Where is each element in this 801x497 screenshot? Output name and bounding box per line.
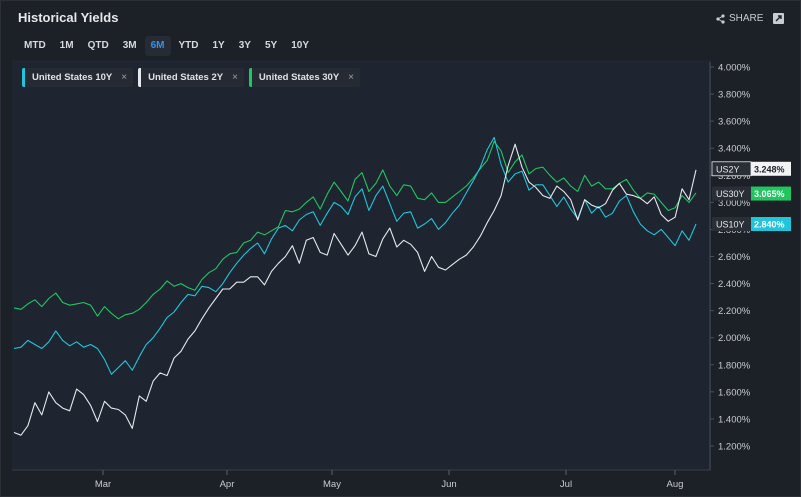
x-tick-label: Jul [560,479,572,490]
series-last-value: 2.840% [754,220,785,230]
legend-color-swatch [248,68,252,87]
y-tick-label: 2.600% [718,252,751,263]
y-tick-label: 4.000% [718,63,751,74]
range-button-mtd[interactable]: MTD [24,40,46,51]
last-value-label-us2y: US2Y 3.248% [711,161,791,177]
legend-chips: United States 10Y × United States 2Y × Unite… [22,68,360,87]
range-button-3y[interactable]: 3Y [238,40,251,51]
range-selector: MTD 1M QTD 3M 6M YTD 1Y 3Y 5Y 10Y [18,36,315,56]
series-line-us30y [13,140,697,320]
legend-label: United States 10Y [32,72,113,83]
series-code: US30Y [716,189,745,199]
y-tick-label: 3.400% [718,144,751,155]
widget-title: Historical Yields [18,10,119,25]
last-value-label-us30y: US30Y 3.065% [712,186,791,201]
y-tick-label: 1.400% [718,414,751,425]
legend-color-swatch [138,68,142,87]
y-tick-label: 2.400% [718,279,751,290]
y-tick-label: 3.200% [718,171,751,182]
last-value-label-us10y: US10Y 2.840% [712,217,791,232]
legend-chip[interactable]: United States 30Y × [248,68,360,87]
share-button[interactable]: SHARE [716,13,763,24]
expand-icon[interactable] [773,13,784,24]
series-line-us10y [13,136,697,375]
y-tick-label: 2.000% [718,333,751,344]
y-tick-label: 2.200% [718,306,751,317]
y-tick-label: 3.000% [718,198,751,209]
remove-series-icon[interactable]: × [232,72,238,83]
x-tick-label: Jun [441,479,456,490]
y-tick-label: 1.200% [718,442,751,453]
share-icon [716,13,725,24]
legend-label: United States 2Y [148,72,224,83]
range-button-1y[interactable]: 1Y [212,40,225,51]
remove-series-icon[interactable]: × [121,72,128,83]
range-button-3m[interactable]: 3M [122,40,137,51]
range-button-10y[interactable]: 10Y [291,40,309,51]
x-tick-label: Mar [95,479,111,490]
share-label: SHARE [729,13,764,24]
remove-series-icon[interactable]: × [348,72,354,83]
plot-area [12,60,711,470]
series-line-us2y [13,143,697,436]
y-tick-label: 3.600% [718,117,751,128]
y-tick-label: 1.800% [718,360,751,371]
y-tick-label: 3.800% [718,90,751,101]
series-last-value: 3.248% [754,164,785,174]
legend-label: United States 30Y [258,72,340,83]
range-button-5y[interactable]: 5Y [264,40,278,51]
y-tick-label: 1.600% [718,387,751,398]
series-last-value: 3.065% [754,189,785,199]
x-tick-label: May [323,479,341,490]
x-tick-label: Aug [667,479,684,490]
series-code: US10Y [716,220,745,230]
legend-chip[interactable]: United States 10Y × [22,68,134,87]
series-code: US2Y [716,164,740,174]
range-button-1m[interactable]: 1M [59,40,74,51]
range-button-ytd[interactable]: YTD [178,40,199,51]
legend-color-swatch [22,68,25,87]
legend-chip[interactable]: United States 2Y × [138,68,244,87]
range-button-6m[interactable]: 6M [144,36,171,56]
x-tick-label: Apr [220,479,235,490]
range-button-qtd[interactable]: QTD [87,40,109,51]
